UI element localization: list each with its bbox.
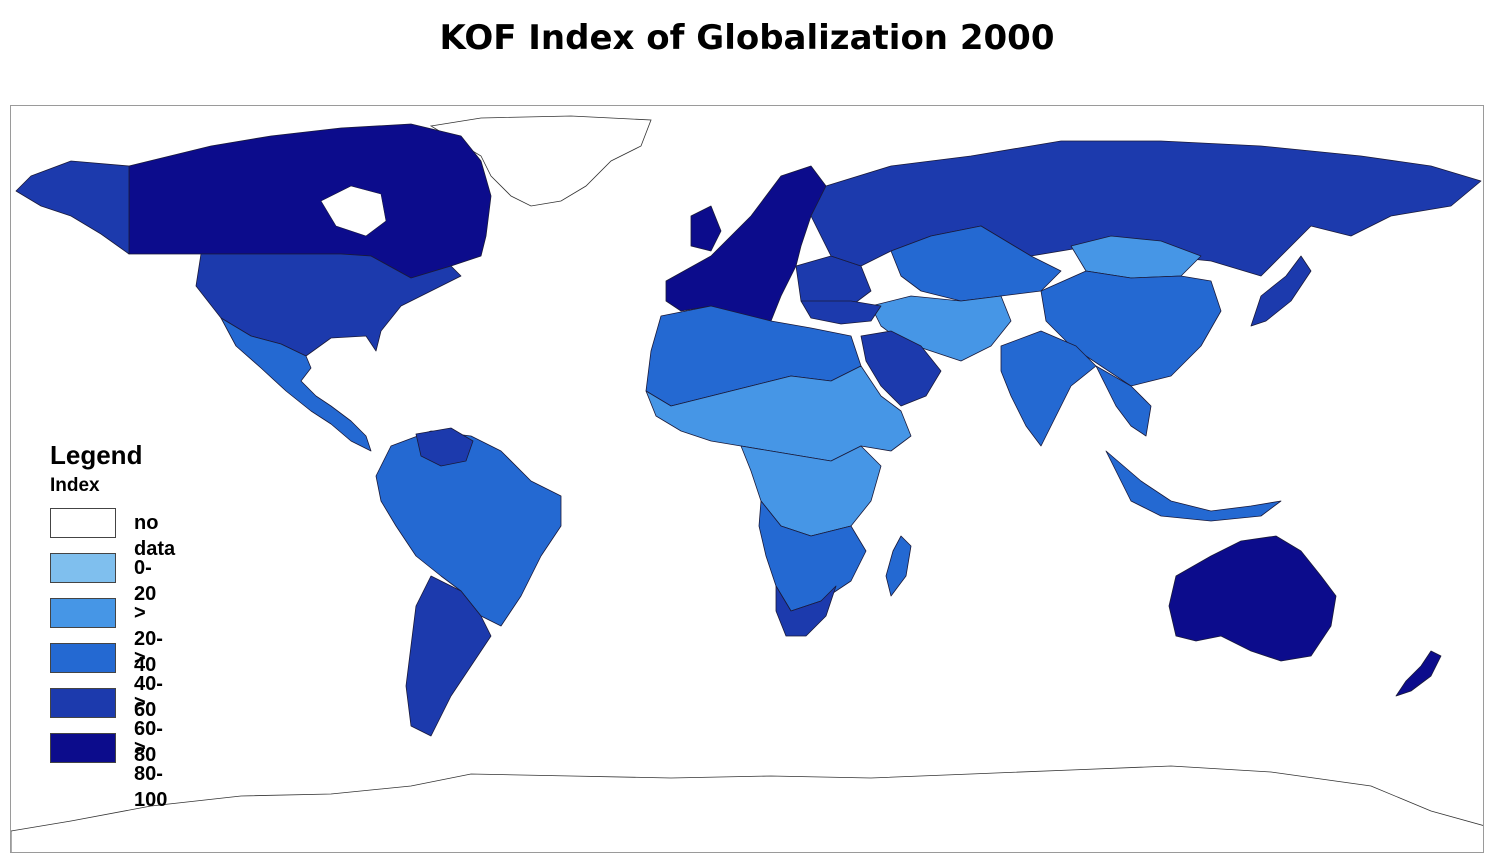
legend-subheading: Index	[50, 475, 100, 496]
legend-swatch	[50, 598, 116, 628]
legend-swatch	[50, 688, 116, 718]
legend-label: > 60-80	[134, 692, 163, 766]
legend-swatch	[50, 508, 116, 538]
legend-swatch	[50, 553, 116, 583]
region-australia[interactable]	[1168, 535, 1337, 662]
legend-heading: Legend	[50, 440, 143, 470]
legend-swatch	[50, 643, 116, 673]
region-arabian-peninsula[interactable]	[860, 330, 942, 407]
region-central-africa[interactable]	[740, 445, 882, 537]
region-south-america-north[interactable]	[375, 430, 562, 627]
region-south-africa[interactable]	[775, 585, 837, 637]
map-title: KOF Index of Globalization 2000	[439, 18, 1055, 58]
legend-swatch	[50, 733, 116, 763]
legend-label: > 20-40	[134, 602, 163, 676]
legend-item-20-40: > 20-40	[50, 598, 163, 676]
region-southern-cone[interactable]	[405, 575, 492, 737]
legend-label: no data	[134, 512, 176, 560]
region-sahel[interactable]	[645, 365, 912, 462]
region-alaska[interactable]	[15, 160, 130, 255]
region-greenland[interactable]	[429, 115, 652, 207]
region-southern-africa[interactable]	[758, 500, 867, 612]
legend-label: > 40-60	[134, 647, 163, 721]
hudson-bay	[320, 185, 387, 237]
legend-item-80-100: > 80-100	[50, 733, 167, 811]
legend: Legend Index no data 0-20 > 20-40 > 40-6…	[50, 440, 175, 811]
legend-item-60-80: > 60-80	[50, 688, 163, 766]
legend-label: 0-20	[134, 557, 157, 605]
legend-item-40-60: > 40-60	[50, 643, 163, 721]
region-turkey[interactable]	[800, 300, 882, 325]
region-uk[interactable]	[690, 205, 722, 252]
world-map-svg	[11, 115, 1483, 852]
region-venezuela[interactable]	[415, 427, 474, 467]
region-western-europe[interactable]	[665, 165, 827, 322]
region-southeast-asia[interactable]	[1095, 365, 1152, 437]
region-mexico-central-america[interactable]	[220, 317, 372, 452]
region-new-zealand[interactable]	[1395, 650, 1442, 697]
legend-rows: no data 0-20 > 20-40 > 40-60 > 60-80 > 8…	[50, 508, 175, 811]
world-map	[10, 105, 1484, 853]
region-antarctica	[11, 765, 1483, 852]
region-japan[interactable]	[1250, 255, 1312, 327]
legend-item-no-data: no data	[50, 508, 175, 560]
region-indonesia[interactable]	[1105, 450, 1282, 522]
legend-item-0-20: 0-20	[50, 553, 156, 605]
legend-label: > 80-100	[134, 737, 168, 811]
region-madagascar[interactable]	[885, 535, 912, 597]
region-india[interactable]	[1000, 330, 1097, 447]
